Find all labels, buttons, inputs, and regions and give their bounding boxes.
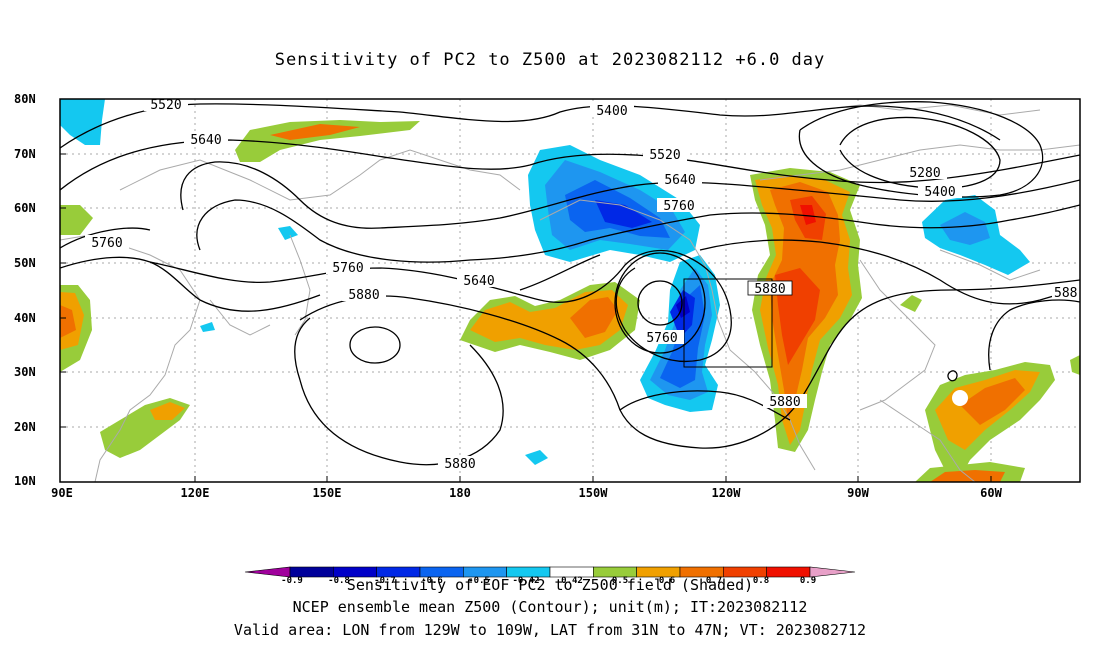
colorbar-tick: -0.6 (421, 576, 443, 586)
lon-label: 90E (51, 486, 73, 500)
colorbar-boxes (244, 566, 856, 578)
lon-label: 150W (578, 486, 608, 500)
contour-label: 5880 (747, 280, 793, 297)
colorbar-tick: 0.42 (561, 576, 583, 586)
svg-text:5760: 5760 (332, 261, 363, 276)
colorbar-tick: -0.42 (512, 576, 540, 586)
colorbar-tick: 0.5 (611, 576, 629, 586)
contour-label: 5640 (457, 273, 501, 289)
lon-label: 60W (980, 486, 1002, 500)
colorbar-tick: 0.9 (799, 576, 817, 586)
svg-text:5880: 5880 (348, 288, 379, 303)
colorbar-tick: -0.9 (281, 576, 303, 586)
colorbar-tick: 0.6 (658, 576, 676, 586)
lat-label: 70N (14, 147, 36, 161)
lat-label: 40N (14, 311, 36, 325)
lon-label: 120E (180, 486, 210, 500)
svg-text:5760: 5760 (646, 331, 677, 346)
contour-label: 5880 (438, 456, 482, 472)
colorbar-end-right (809, 566, 856, 578)
lat-label: 60N (14, 201, 36, 215)
colorbar-tick: -0.7 (374, 576, 396, 586)
colorbar-tick: -0.8 (328, 576, 350, 586)
colorbar-tick: -0.5 (468, 576, 490, 586)
svg-text:5760: 5760 (91, 236, 122, 251)
contour-label: 588 (1052, 285, 1080, 301)
svg-text:5520: 5520 (649, 148, 680, 163)
contour-label: 5880 (763, 394, 807, 410)
shaded-sensitivity-areas (60, 99, 1080, 482)
svg-text:5520: 5520 (150, 98, 181, 113)
svg-text:5400: 5400 (596, 104, 627, 119)
svg-text:5280: 5280 (909, 166, 940, 181)
svg-text:5640: 5640 (664, 173, 695, 188)
contour-label: 5760 (326, 260, 370, 276)
svg-text:588: 588 (1054, 286, 1077, 301)
contour-label: 5520 (144, 98, 188, 113)
contour-label: 5760 (657, 198, 701, 214)
lon-label: 150E (312, 486, 342, 500)
colorbar-tick: 0.7 (705, 576, 723, 586)
lat-label: 10N (14, 474, 36, 488)
colorbar-tick: 0.8 (752, 576, 770, 586)
contour-labels: 5520 5400 5640 5520 5280 5640 5400 5760 … (85, 98, 1080, 472)
lon-label: 180 (449, 486, 471, 500)
contour-label: 5760 (85, 235, 129, 251)
contour-label: 5400 (918, 184, 962, 200)
lon-label: 120W (711, 486, 741, 500)
svg-text:5880: 5880 (754, 282, 785, 297)
contour-label: 5280 (903, 165, 947, 181)
contour-label: 5640 (658, 172, 702, 188)
svg-text:5640: 5640 (190, 133, 221, 148)
svg-text:5880: 5880 (444, 457, 475, 472)
negative-area (60, 99, 105, 145)
svg-text:5400: 5400 (924, 185, 955, 200)
colorbar-title: Sensitivity of EOF PC2 to Z500 field (Sh… (346, 576, 754, 594)
footer-line-2: Valid area: LON from 129W to 109W, LAT f… (233, 621, 867, 639)
contour-label: 5520 (643, 147, 687, 163)
svg-text:5640: 5640 (463, 274, 494, 289)
map-title: Sensitivity of PC2 to Z500 at 2023082112… (274, 50, 826, 70)
contour-label: 5640 (184, 132, 228, 148)
valid-area-box (683, 278, 773, 368)
svg-text:5880: 5880 (769, 395, 800, 410)
footer-line-1: NCEP ensemble mean Z500 (Contour); unit(… (292, 598, 808, 616)
z500-contours (60, 101, 1080, 466)
svg-text:5760: 5760 (663, 199, 694, 214)
contour-label: 5880 (342, 287, 386, 303)
lat-label: 80N (14, 92, 36, 106)
lat-label: 20N (14, 420, 36, 434)
lat-label: 30N (14, 365, 36, 379)
lon-label: 90W (847, 486, 869, 500)
contour-label: 5400 (590, 103, 634, 119)
map-frame (59, 98, 1081, 483)
positive-area (235, 120, 420, 162)
contour-label: 5760 (640, 330, 684, 346)
lat-label: 50N (14, 256, 36, 270)
